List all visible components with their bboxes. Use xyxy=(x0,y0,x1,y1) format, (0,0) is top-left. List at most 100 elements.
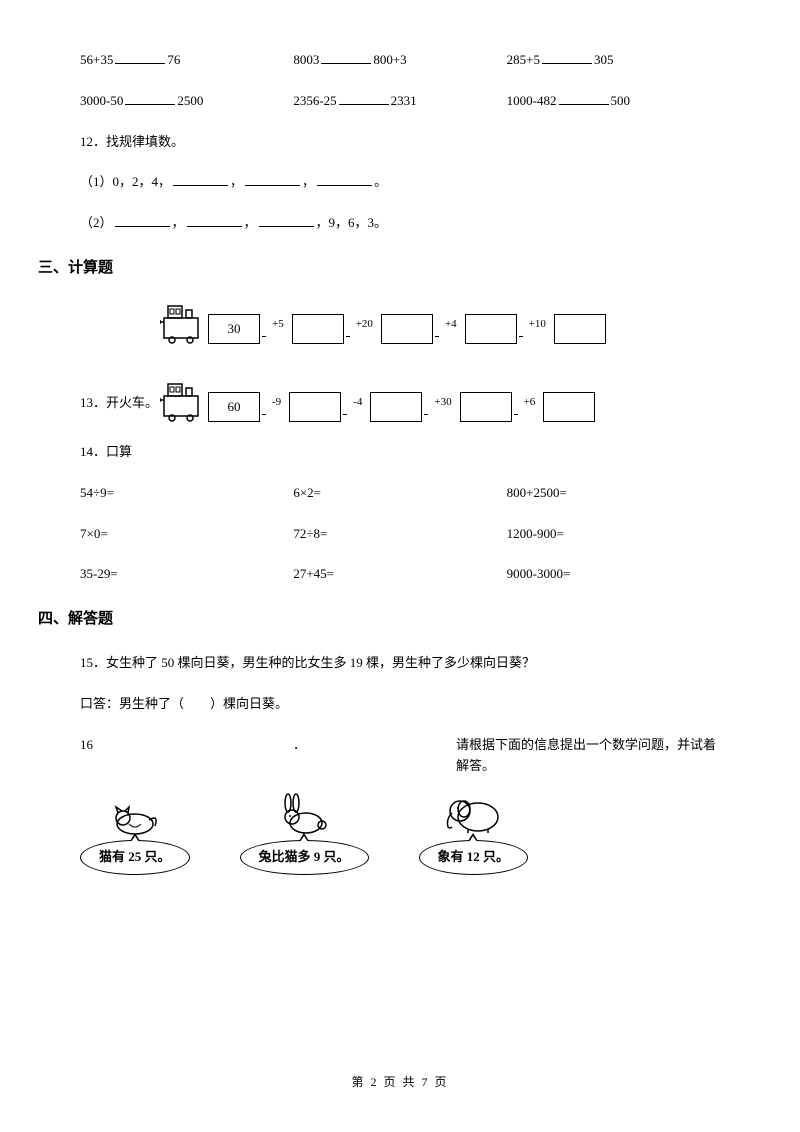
q15-title: 15．女生种了 50 棵向日葵，男生种的比女生多 19 棵，男生种了多少棵向日葵… xyxy=(80,653,720,674)
q-number: 13 xyxy=(80,395,93,410)
calc-cell: 6×2= xyxy=(293,483,506,504)
blank[interactable] xyxy=(339,91,389,105)
compare-left: 3000-50 xyxy=(80,93,123,108)
compare-right: 76 xyxy=(167,52,180,67)
q-dot: ． xyxy=(293,735,306,756)
speech-bubble: 猫有 25 只。 xyxy=(80,840,190,875)
train-car-blank[interactable] xyxy=(370,392,422,422)
q12-title: 12．找规律填数。 xyxy=(80,132,720,153)
q15-answer: 口答：男生种了（ ）棵向日葵。 xyxy=(80,694,720,715)
page-footer: 第 2 页 共 7 页 xyxy=(0,1073,800,1092)
blank[interactable] xyxy=(559,91,609,105)
compare-cell: 3000-50 2500 xyxy=(80,91,293,112)
comparison-row-1: 56+35 76 8003 800+3 285+5305 xyxy=(80,50,720,71)
calc-cell: 72÷8= xyxy=(293,524,506,545)
train-car-blank[interactable] xyxy=(554,314,606,344)
section-3-title: 三、计算题 xyxy=(38,256,720,280)
q12-sub1: （1）0，2，4，，，。 xyxy=(80,172,720,193)
blank[interactable] xyxy=(542,50,592,64)
q-number: 15 xyxy=(80,655,93,670)
train-car-blank[interactable] xyxy=(460,392,512,422)
calc-row: 54÷9= 6×2= 800+2500= xyxy=(80,483,720,504)
compare-cell: 1000-482 500 xyxy=(507,91,720,112)
train-op: +20 xyxy=(350,316,379,334)
train-op: -9 xyxy=(266,394,287,412)
train-car-blank[interactable] xyxy=(465,314,517,344)
calc-row: 35-29= 27+45= 9000-3000= xyxy=(80,564,720,585)
blank[interactable] xyxy=(317,172,372,186)
train-car-blank[interactable] xyxy=(381,314,433,344)
elephant-icon xyxy=(419,786,529,836)
blank[interactable] xyxy=(245,172,300,186)
calc-cell: 800+2500= xyxy=(507,483,720,504)
calc-cell: 54÷9= xyxy=(80,483,293,504)
blank[interactable] xyxy=(187,213,242,227)
comparison-row-2: 3000-50 2500 2356-25 2331 1000-482 500 xyxy=(80,91,720,112)
blank[interactable] xyxy=(259,213,314,227)
q-text: ．找规律填数。 xyxy=(93,134,184,149)
calc-cell: 7×0= xyxy=(80,524,293,545)
compare-cell: 8003 800+3 xyxy=(293,50,506,71)
calc-cell: 27+45= xyxy=(293,564,506,585)
blank[interactable] xyxy=(321,50,371,64)
train-op: +10 xyxy=(523,316,552,334)
speech-bubble: 兔比猫多 9 只。 xyxy=(240,840,369,875)
train-1: 30 +5 +20 +4 +10 xyxy=(160,302,720,344)
compare-right: 800+3 xyxy=(373,52,406,67)
animal-rabbit: 兔比猫多 9 只。 xyxy=(240,786,369,875)
calc-row: 7×0= 72÷8= 1200-900= xyxy=(80,524,720,545)
animal-cat: 猫有 25 只。 xyxy=(80,786,190,875)
blank[interactable] xyxy=(173,172,228,186)
q14-title: 14．口算 xyxy=(80,442,720,463)
compare-cell: 56+35 76 xyxy=(80,50,293,71)
train-op: +6 xyxy=(518,394,542,412)
compare-cell: 285+5305 xyxy=(507,50,720,71)
compare-left: 1000-482 xyxy=(507,93,557,108)
q-number: 12 xyxy=(80,134,93,149)
train-op: +5 xyxy=(266,316,290,334)
speech-bubble: 象有 12 只。 xyxy=(419,840,529,875)
rabbit-icon xyxy=(240,786,369,836)
compare-left: 8003 xyxy=(293,52,319,67)
q13-title: 13．开火车。 xyxy=(80,393,158,414)
cat-icon xyxy=(80,786,190,836)
seq-text: 0，2，4， xyxy=(113,174,172,189)
blank[interactable] xyxy=(115,213,170,227)
section-4-title: 四、解答题 xyxy=(38,607,720,631)
q-text: ．口算 xyxy=(93,444,132,459)
train-car-blank[interactable] xyxy=(289,392,341,422)
train-engine-icon xyxy=(160,302,202,344)
compare-right: 500 xyxy=(611,93,631,108)
sub-label: （2） xyxy=(80,215,113,230)
compare-left: 2356-25 xyxy=(293,93,336,108)
calc-cell: 1200-900= xyxy=(507,524,720,545)
q-text: 请根据下面的信息提出一个数学问题，并试着解答。 xyxy=(456,735,720,777)
blank[interactable] xyxy=(125,91,175,105)
compare-right: 305 xyxy=(594,52,614,67)
compare-right: 2331 xyxy=(391,93,417,108)
calc-cell: 9000-3000= xyxy=(507,564,720,585)
seq-text: ，9，6，3。 xyxy=(316,215,388,230)
q16-title: 16 ． 请根据下面的信息提出一个数学问题，并试着解答。 xyxy=(80,735,720,777)
blank[interactable] xyxy=(115,50,165,64)
train-engine-icon xyxy=(160,380,202,422)
seq-end: 。 xyxy=(374,174,387,189)
compare-left: 56+35 xyxy=(80,52,113,67)
train-car-start: 30 xyxy=(208,314,260,344)
train-op: -4 xyxy=(347,394,368,412)
train-op: +4 xyxy=(439,316,463,334)
q-text: ．开火车。 xyxy=(93,395,158,410)
q-number: 14 xyxy=(80,444,93,459)
train-2: 60 -9 -4 +30 +6 xyxy=(160,380,597,422)
train-car-blank[interactable] xyxy=(292,314,344,344)
train-car-start: 60 xyxy=(208,392,260,422)
sub-label: （1） xyxy=(80,174,113,189)
compare-right: 2500 xyxy=(177,93,203,108)
q-text: ．女生种了 50 棵向日葵，男生种的比女生多 19 棵，男生种了多少棵向日葵？ xyxy=(93,655,535,670)
calc-cell: 35-29= xyxy=(80,564,293,585)
train-op: +30 xyxy=(428,394,457,412)
train-car-blank[interactable] xyxy=(543,392,595,422)
compare-cell: 2356-25 2331 xyxy=(293,91,506,112)
q-number: 16 xyxy=(80,735,93,756)
q12-sub2: （2），，，9，6，3。 xyxy=(80,213,720,234)
